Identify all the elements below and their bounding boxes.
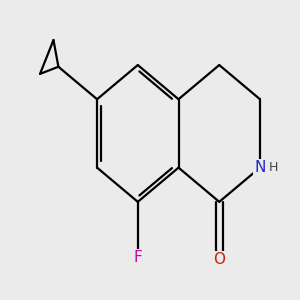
Text: N: N — [254, 160, 266, 175]
Text: O: O — [213, 253, 225, 268]
Text: H: H — [268, 161, 278, 174]
Text: F: F — [134, 250, 142, 266]
